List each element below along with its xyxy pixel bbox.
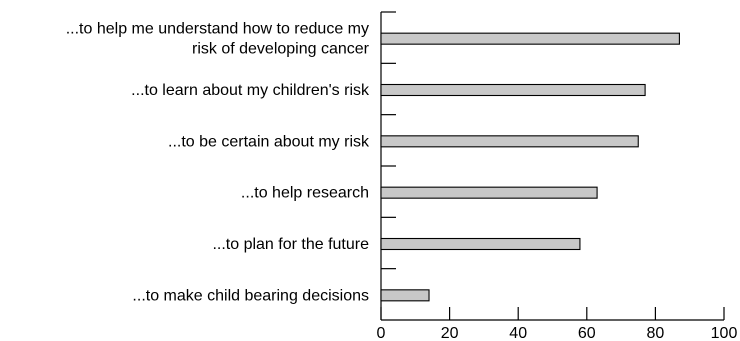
category-label: ...to make child bearing decisions: [132, 287, 369, 304]
category-label: ...to learn about my children's risk: [131, 82, 370, 99]
bar: [380, 186, 598, 199]
x-tick-label: 60: [578, 325, 596, 341]
x-tick-label: 20: [441, 325, 459, 341]
x-tick-label: 80: [647, 325, 665, 341]
category-labels: ...to help me understand how to reduce m…: [66, 21, 370, 305]
x-tick-label: 100: [711, 325, 738, 341]
bar: [380, 289, 430, 302]
category-label: ...to plan for the future: [212, 236, 369, 253]
bar: [380, 83, 646, 97]
chart-bars: [380, 32, 680, 302]
bar: [380, 32, 680, 45]
category-label: ...to help research: [241, 185, 369, 202]
category-label: ...to help me understand how to reduce m…: [66, 21, 369, 38]
x-axis-ticks: 0 20 40 60 80 100: [377, 307, 738, 341]
category-label: ...to be certain about my risk: [168, 133, 370, 150]
x-tick-label: 40: [509, 325, 527, 341]
x-tick-label: 0: [377, 325, 386, 341]
bar: [380, 135, 639, 148]
chart-axes: [380, 11, 724, 321]
category-label: risk of developing cancer: [192, 41, 370, 58]
bar: [380, 237, 581, 251]
